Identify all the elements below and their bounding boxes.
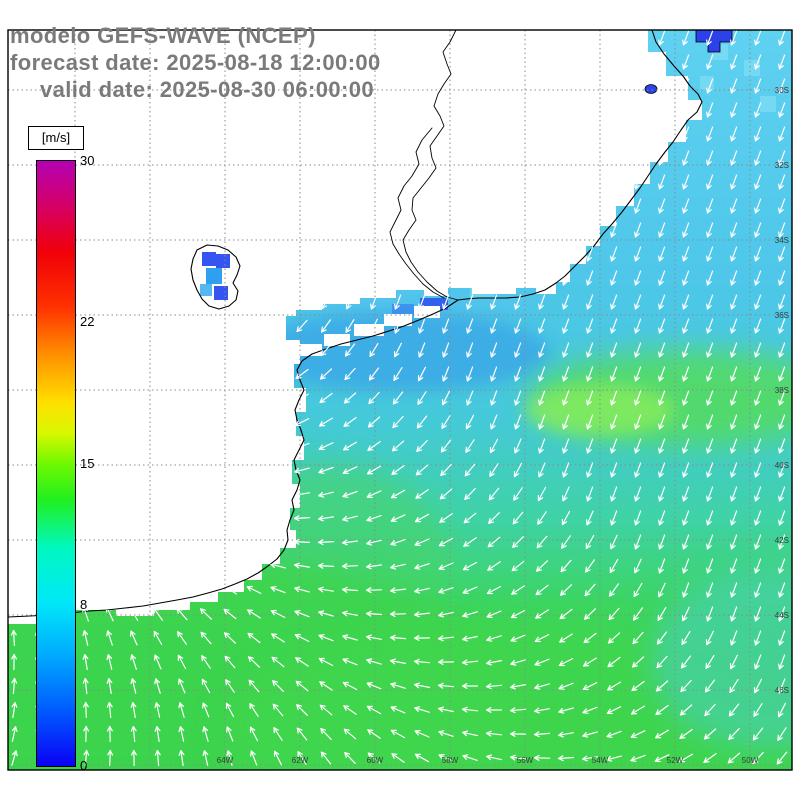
longitude-label: 60W (367, 756, 384, 765)
latitude-label: 38S (775, 386, 789, 395)
colorbar-tick-15: 15 (80, 455, 95, 471)
colorbar-tick-0: 0 (80, 758, 88, 773)
axis-label-layer: 30S 32S 34S 36S 38S 40S 42S 44S 46S 64W 62W 60W 58W 5… (217, 86, 789, 765)
latitude-label: 46S (775, 686, 789, 695)
colorbar-tick-22: 22 (80, 314, 95, 330)
coastal-lagoon (695, 29, 733, 53)
longitude-label: 54W (592, 756, 609, 765)
model-title: modelo GEFS-WAVE (NCEP) (10, 23, 316, 48)
longitude-label: 52W (667, 756, 684, 765)
forecast-date: forecast date: 2025-08-18 12:00:00 (10, 50, 381, 75)
title-block: modelo GEFS-WAVE (NCEP) forecast date: 2… (10, 22, 381, 103)
colorbar-gradient (36, 160, 76, 767)
east-coastline (457, 29, 703, 301)
south-coastline (7, 299, 459, 618)
colorbar-tick-8: 8 (80, 596, 88, 612)
longitude-label: 64W (217, 756, 234, 765)
coastline-layer (7, 29, 703, 618)
longitude-label: 56W (517, 756, 534, 765)
latitude-label: 44S (775, 611, 789, 620)
longitude-label: 62W (292, 756, 309, 765)
longitude-label: 58W (442, 756, 459, 765)
latitude-label: 36S (775, 311, 789, 320)
river-line (402, 29, 459, 301)
grid-layer (8, 30, 792, 770)
latitude-label: 40S (775, 461, 789, 470)
small-lagoon (644, 84, 658, 94)
ocean-layer (8, 29, 792, 770)
valid-date: valid date: 2025-08-30 06:00:00 (40, 77, 375, 102)
map-frame (7, 29, 793, 771)
colorbar-tick-30: 30 (80, 153, 95, 168)
latitude-label: 34S (775, 236, 789, 245)
inland-lake (190, 244, 241, 310)
latitude-label: 42S (775, 536, 789, 545)
river-branch-line (389, 127, 445, 299)
colorbar-unit-label: [m/s] (28, 126, 84, 150)
latitude-label: 32S (775, 161, 789, 170)
longitude-label: 50W (742, 756, 759, 765)
latitude-label: 30S (775, 86, 789, 95)
